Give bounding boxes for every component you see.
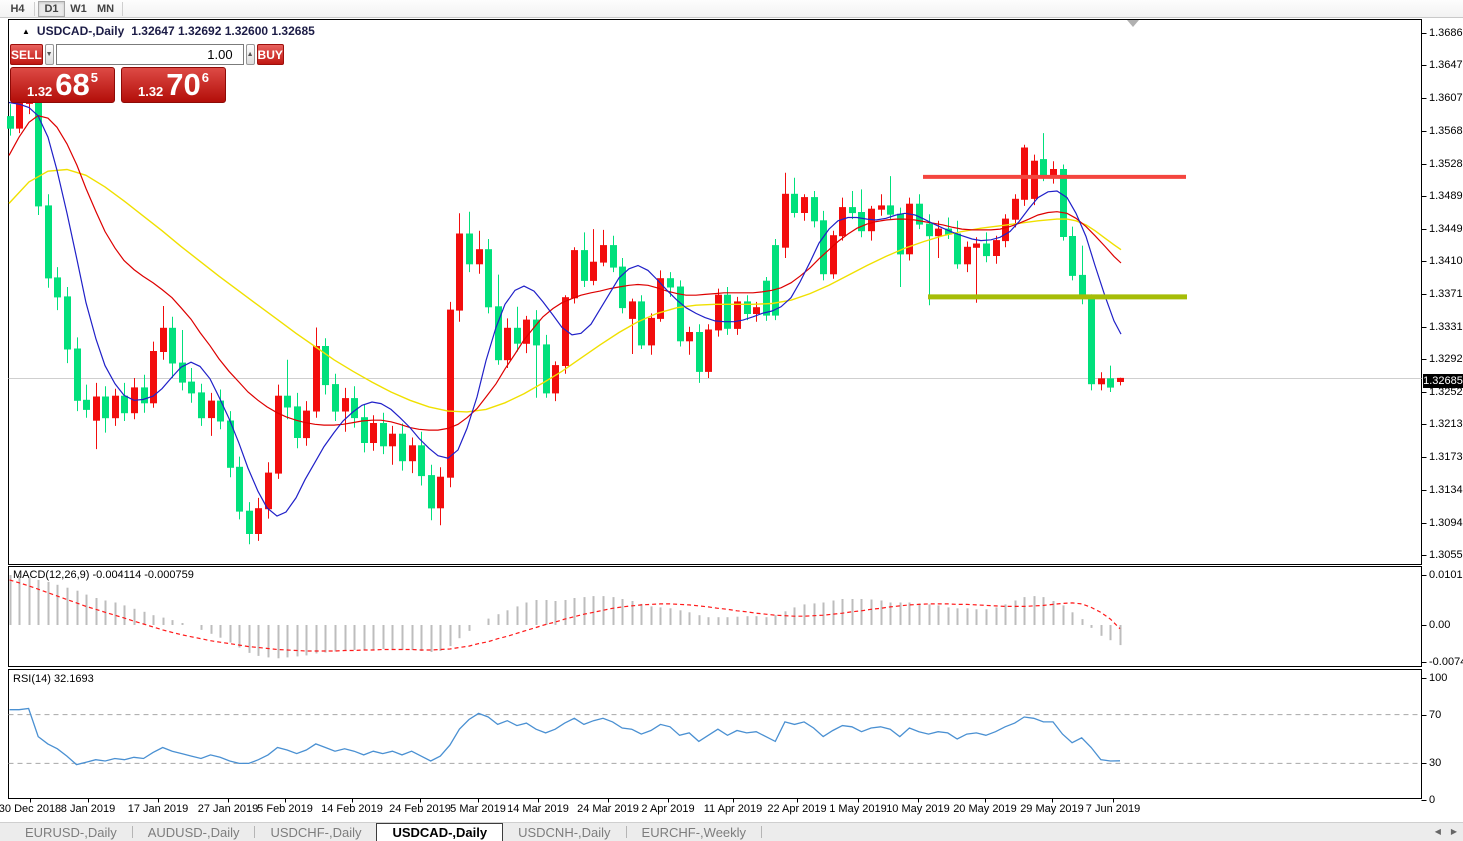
price-axis-label: 1.34100 (1429, 255, 1463, 267)
price-axis-label: 1.30550 (1429, 549, 1463, 561)
sell-button[interactable]: SELL (10, 44, 43, 65)
price-axis-label: 1.30940 (1429, 517, 1463, 529)
ma-blue-line (8, 101, 1122, 517)
date-axis-label: 24 Feb 2019 (389, 803, 451, 815)
buy-price-box[interactable]: 1.32 70 6 (121, 67, 226, 103)
price-axis-label: 1.35280 (1429, 158, 1463, 170)
tab-separator (761, 826, 763, 838)
rsi-axis-label: 30 (1429, 757, 1442, 769)
rsi-axis-label: 0 (1429, 794, 1436, 806)
price-axis-label: 1.33310 (1429, 321, 1463, 333)
chart-title: ▲ USDCAD-,Daily 1.32647 1.32692 1.32600 … (22, 24, 315, 38)
sell-price-prefix: 1.32 (26, 84, 53, 99)
price-axis-label: 1.33710 (1429, 288, 1463, 300)
chart-symbol: USDCAD-,Daily (36, 24, 125, 38)
tab-scroll-right-icon[interactable]: ▶ (1450, 827, 1457, 836)
sell-price-box[interactable]: 1.32 68 5 (10, 67, 115, 103)
tab-separator (254, 826, 256, 838)
macd-histogram (9, 575, 1122, 659)
date-axis-label: 1 May 2019 (829, 803, 887, 815)
chart-tab-bar: EURUSD-,Daily AUDUSD-,Daily USDCHF-,Daily U… (0, 822, 1463, 841)
sell-price-pip: 5 (90, 70, 99, 85)
rsi-label: RSI(14) 32.1693 (13, 673, 94, 685)
price-axis-label: 1.36860 (1429, 27, 1463, 39)
volume-increase-button[interactable]: ▲ (245, 44, 255, 65)
tab-scroll-left-icon[interactable]: ◀ (1434, 827, 1441, 836)
date-axis-label: 22 Apr 2019 (767, 803, 827, 815)
date-axis-label: 29 May 2019 (1020, 803, 1084, 815)
title-marker-icon[interactable]: ▲ (22, 26, 30, 36)
buy-price-prefix: 1.32 (137, 84, 164, 99)
price-axis-label: 1.34890 (1429, 190, 1463, 202)
date-axis-label: 7 Jun 2019 (1085, 803, 1141, 815)
chart-shift-icon[interactable] (1127, 20, 1139, 27)
price-axis-label: 1.36470 (1429, 59, 1463, 71)
current-price-flag: 1.32685 (1423, 374, 1463, 388)
chart-tab-eurusd-daily[interactable]: EURUSD-,Daily (25, 824, 117, 840)
candles-layer (7, 92, 1124, 545)
volume-decrease-button[interactable]: ▼ (44, 44, 54, 65)
timeframe-toolbar: H4 D1 W1 MN (0, 0, 1463, 18)
toolbar-separator (34, 1, 35, 16)
date-axis-label: 27 Jan 2019 (197, 803, 259, 815)
date-axis-label: 30 Dec 2018 (0, 803, 62, 815)
timeframe-button-mn[interactable]: MN (96, 2, 115, 15)
sell-price-main: 68 (55, 67, 90, 102)
chart-tab-audusd-daily[interactable]: AUDUSD-,Daily (147, 824, 240, 840)
date-axis-label: 14 Mar 2019 (507, 803, 569, 815)
macd-axis-label: 0.010199 (1429, 569, 1463, 581)
macd-label: MACD(12,26,9) -0.004114 -0.000759 (13, 569, 194, 581)
rsi-line (9, 707, 1121, 766)
chart-tab-usdcad-daily[interactable]: USDCAD-,Daily (376, 823, 504, 841)
timeframe-button-h4[interactable]: H4 (10, 2, 25, 15)
toolbar-separator (122, 1, 123, 16)
rsi-axis-label: 100 (1429, 672, 1448, 684)
date-axis-label: 11 Apr 2019 (703, 803, 763, 815)
rsi-axis-label: 70 (1429, 709, 1442, 721)
tab-separator (625, 826, 627, 838)
date-axis-label: 17 Jan 2019 (127, 803, 189, 815)
price-axis-label: 1.34490 (1429, 223, 1463, 235)
macd-axis-label: 0.00 (1429, 619, 1451, 631)
chart-tab-usdcnh-daily[interactable]: USDCNH-,Daily (518, 824, 611, 840)
tab-scroll-arrows: ◀ ▶ (1435, 827, 1457, 836)
date-axis-label: 14 Feb 2019 (321, 803, 383, 815)
date-axis-label: 5 Feb 2019 (257, 803, 313, 815)
price-axis-label: 1.36070 (1429, 92, 1463, 104)
ma-yellow-line (8, 168, 1122, 413)
price-axis-label: 1.35680 (1429, 125, 1463, 137)
price-axis-label: 1.32520 (1429, 386, 1463, 398)
price-axis-label: 1.31340 (1429, 484, 1463, 496)
price-axis-label: 1.31730 (1429, 451, 1463, 463)
tab-separator (131, 826, 133, 838)
date-axis-label: 24 Mar 2019 (577, 803, 639, 815)
buy-button[interactable]: BUY (256, 44, 284, 65)
rsi-pane[interactable] (8, 669, 1422, 799)
date-axis-label: 5 Mar 2019 (450, 803, 506, 815)
chart-tab-eurchf-weekly[interactable]: EURCHF-,Weekly (641, 824, 747, 840)
ma-red-line (8, 115, 1122, 431)
chart-tab-usdchf-daily[interactable]: USDCHF-,Daily (270, 824, 362, 840)
volume-input[interactable] (55, 44, 244, 65)
chart-ohlc-values: 1.32647 1.32692 1.32600 1.32685 (131, 24, 315, 38)
date-axis-label: 10 May 2019 (886, 803, 950, 815)
price-pane[interactable] (8, 19, 1422, 565)
buy-price-pip: 6 (201, 70, 210, 85)
buy-price-main: 70 (166, 67, 201, 102)
one-click-trading-panel: SELL ▼ ▲ BUY 1.32 68 5 1.32 70 6 (10, 44, 284, 103)
timeframe-button-w1[interactable]: W1 (70, 2, 87, 15)
macd-axis-label: -0.0074760 (1429, 656, 1463, 668)
date-axis-label: 2 Apr 2019 (641, 803, 695, 815)
date-axis-label: 8 Jan 2019 (60, 803, 116, 815)
price-axis-label: 1.32130 (1429, 418, 1463, 430)
timeframe-button-d1[interactable]: D1 (38, 0, 65, 17)
axis-ticks (30, 33, 1427, 803)
macd-pane[interactable] (8, 566, 1422, 667)
date-axis-label: 20 May 2019 (953, 803, 1017, 815)
price-axis-label: 1.32920 (1429, 353, 1463, 365)
macd-signal-line (9, 579, 1121, 652)
